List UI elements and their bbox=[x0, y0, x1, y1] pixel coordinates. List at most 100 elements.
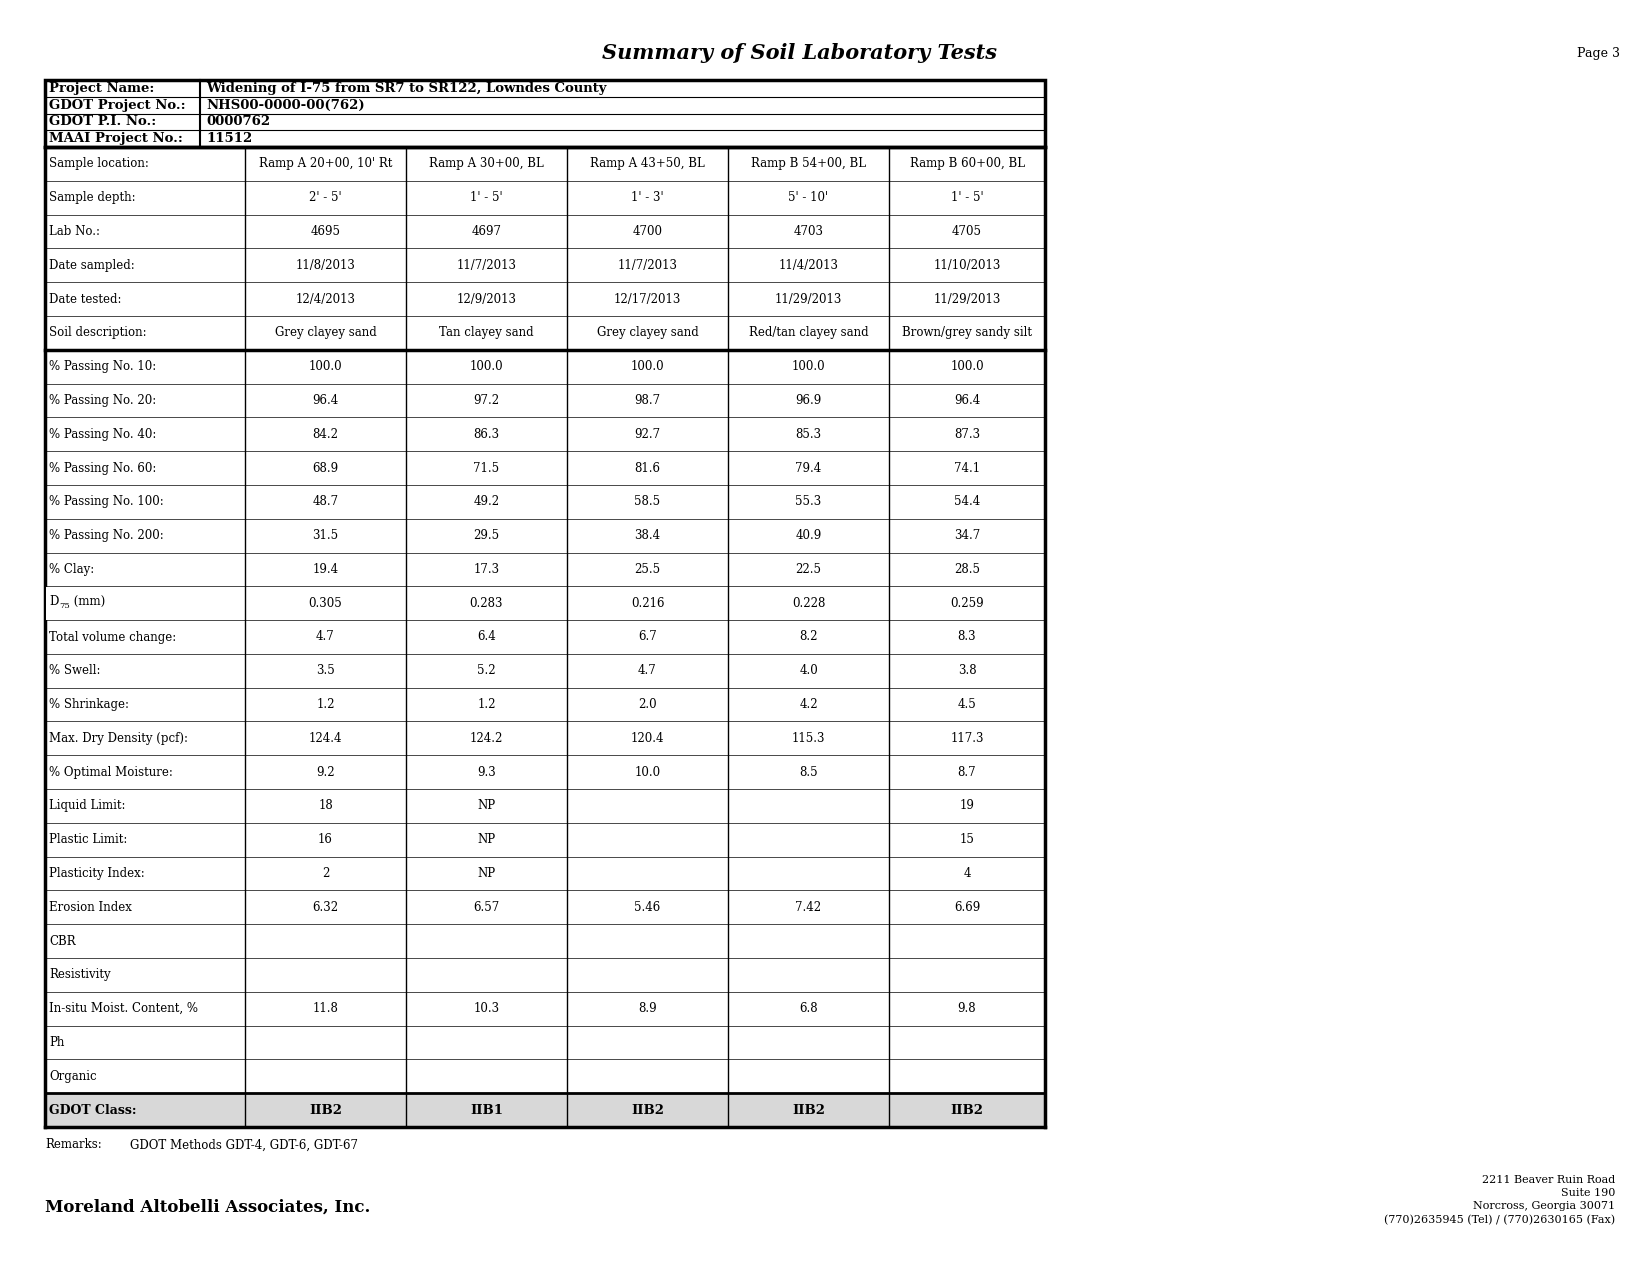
Text: 6.4: 6.4 bbox=[477, 631, 495, 644]
Text: Grey clayey sand: Grey clayey sand bbox=[596, 326, 698, 339]
Text: Moreland Altobelli Associates, Inc.: Moreland Altobelli Associates, Inc. bbox=[45, 1198, 370, 1215]
Text: 4705: 4705 bbox=[953, 224, 982, 238]
Text: Widening of I-75 from SR7 to SR122, Lowndes County: Widening of I-75 from SR7 to SR122, Lown… bbox=[206, 82, 606, 94]
Text: 100.0: 100.0 bbox=[631, 360, 664, 374]
Text: % Passing No. 10:: % Passing No. 10: bbox=[50, 360, 157, 374]
Text: 8.3: 8.3 bbox=[958, 631, 976, 644]
Text: (mm): (mm) bbox=[69, 595, 106, 608]
Text: 12/17/2013: 12/17/2013 bbox=[614, 292, 682, 306]
Text: 0.228: 0.228 bbox=[792, 597, 826, 609]
Text: 19.4: 19.4 bbox=[312, 564, 338, 576]
Text: 68.9: 68.9 bbox=[312, 462, 338, 474]
Text: 10.0: 10.0 bbox=[634, 766, 660, 779]
Text: NP: NP bbox=[477, 799, 495, 812]
Text: 96.4: 96.4 bbox=[954, 394, 981, 407]
Text: 11.8: 11.8 bbox=[312, 1002, 338, 1015]
Text: D: D bbox=[50, 595, 58, 608]
Text: Date sampled:: Date sampled: bbox=[50, 259, 135, 272]
Text: 11512: 11512 bbox=[206, 133, 253, 145]
Text: 1' - 5': 1' - 5' bbox=[471, 191, 504, 204]
Bar bbox=[45, 80, 1045, 147]
Text: 96.9: 96.9 bbox=[796, 394, 822, 407]
Text: 1' - 3': 1' - 3' bbox=[631, 191, 664, 204]
Text: 34.7: 34.7 bbox=[954, 529, 981, 542]
Text: 11/7/2013: 11/7/2013 bbox=[456, 259, 517, 272]
Text: % Passing No. 20:: % Passing No. 20: bbox=[50, 394, 157, 407]
Text: 84.2: 84.2 bbox=[312, 427, 338, 441]
Text: Max. Dry Density (pcf):: Max. Dry Density (pcf): bbox=[50, 732, 188, 745]
Text: 4703: 4703 bbox=[794, 224, 824, 238]
Text: IIB2: IIB2 bbox=[631, 1104, 664, 1117]
Text: MAAI Project No.:: MAAI Project No.: bbox=[50, 133, 183, 145]
Text: 4695: 4695 bbox=[310, 224, 340, 238]
Text: 6.7: 6.7 bbox=[639, 631, 657, 644]
Text: 1.2: 1.2 bbox=[317, 699, 335, 711]
Text: Grey clayey sand: Grey clayey sand bbox=[274, 326, 376, 339]
Text: CBR: CBR bbox=[50, 935, 76, 947]
Text: 5.2: 5.2 bbox=[477, 664, 495, 677]
Text: Liquid Limit:: Liquid Limit: bbox=[50, 799, 125, 812]
Text: 5.46: 5.46 bbox=[634, 901, 660, 914]
Text: 81.6: 81.6 bbox=[634, 462, 660, 474]
Text: 4700: 4700 bbox=[632, 224, 662, 238]
Text: 11/29/2013: 11/29/2013 bbox=[933, 292, 1001, 306]
Text: 10.3: 10.3 bbox=[474, 1002, 500, 1015]
Text: 11/29/2013: 11/29/2013 bbox=[774, 292, 842, 306]
Text: 4.7: 4.7 bbox=[639, 664, 657, 677]
Text: 28.5: 28.5 bbox=[954, 564, 981, 576]
Text: 0.283: 0.283 bbox=[471, 597, 504, 609]
Text: 8.7: 8.7 bbox=[958, 766, 976, 779]
Text: 6.57: 6.57 bbox=[474, 901, 500, 914]
Text: 6.69: 6.69 bbox=[954, 901, 981, 914]
Text: 8.2: 8.2 bbox=[799, 631, 817, 644]
Text: 2.0: 2.0 bbox=[639, 699, 657, 711]
Text: IIB2: IIB2 bbox=[792, 1104, 826, 1117]
Text: 100.0: 100.0 bbox=[951, 360, 984, 374]
Text: Sample location:: Sample location: bbox=[50, 157, 149, 171]
Text: % Passing No. 60:: % Passing No. 60: bbox=[50, 462, 157, 474]
Text: 17.3: 17.3 bbox=[474, 564, 500, 576]
Text: 120.4: 120.4 bbox=[631, 732, 664, 745]
Text: NP: NP bbox=[477, 867, 495, 880]
Text: IIB2: IIB2 bbox=[309, 1104, 342, 1117]
Text: 3.5: 3.5 bbox=[315, 664, 335, 677]
Text: Total volume change:: Total volume change: bbox=[50, 631, 177, 644]
Text: Organic: Organic bbox=[50, 1070, 97, 1082]
Text: Remarks:: Remarks: bbox=[45, 1139, 102, 1151]
Text: 25.5: 25.5 bbox=[634, 564, 660, 576]
Text: Ramp A 43+50, BL: Ramp A 43+50, BL bbox=[589, 157, 705, 171]
Text: NHS00-0000-00(762): NHS00-0000-00(762) bbox=[206, 98, 365, 112]
Text: Erosion Index: Erosion Index bbox=[50, 901, 132, 914]
Text: 79.4: 79.4 bbox=[796, 462, 822, 474]
Text: 8.5: 8.5 bbox=[799, 766, 817, 779]
Text: Resistivity: Resistivity bbox=[50, 969, 111, 982]
Text: 9.3: 9.3 bbox=[477, 766, 495, 779]
Text: 49.2: 49.2 bbox=[474, 495, 500, 509]
Text: 9.8: 9.8 bbox=[958, 1002, 976, 1015]
Text: 12/9/2013: 12/9/2013 bbox=[456, 292, 517, 306]
Text: Ramp B 60+00, BL: Ramp B 60+00, BL bbox=[910, 157, 1025, 171]
Text: 4.7: 4.7 bbox=[315, 631, 335, 644]
Text: 6.8: 6.8 bbox=[799, 1002, 817, 1015]
Text: % Passing No. 40:: % Passing No. 40: bbox=[50, 427, 157, 441]
Text: GDOT Methods GDT-4, GDT-6, GDT-67: GDOT Methods GDT-4, GDT-6, GDT-67 bbox=[130, 1139, 358, 1151]
Text: 96.4: 96.4 bbox=[312, 394, 338, 407]
Text: 75: 75 bbox=[59, 602, 69, 609]
Text: NP: NP bbox=[477, 834, 495, 847]
Text: 38.4: 38.4 bbox=[634, 529, 660, 542]
Text: 100.0: 100.0 bbox=[309, 360, 342, 374]
Text: 16: 16 bbox=[319, 834, 334, 847]
Text: 11/7/2013: 11/7/2013 bbox=[617, 259, 677, 272]
Text: 55.3: 55.3 bbox=[796, 495, 822, 509]
Text: Sample depth:: Sample depth: bbox=[50, 191, 135, 204]
Text: 4697: 4697 bbox=[472, 224, 502, 238]
Text: IIB1: IIB1 bbox=[471, 1104, 504, 1117]
Text: 11/8/2013: 11/8/2013 bbox=[296, 259, 355, 272]
Text: % Passing No. 100:: % Passing No. 100: bbox=[50, 495, 163, 509]
Text: % Clay:: % Clay: bbox=[50, 564, 94, 576]
Text: 0.259: 0.259 bbox=[951, 597, 984, 609]
Text: 124.2: 124.2 bbox=[471, 732, 504, 745]
Text: 4.2: 4.2 bbox=[799, 699, 817, 711]
Text: Ramp A 30+00, BL: Ramp A 30+00, BL bbox=[429, 157, 543, 171]
Text: 117.3: 117.3 bbox=[951, 732, 984, 745]
